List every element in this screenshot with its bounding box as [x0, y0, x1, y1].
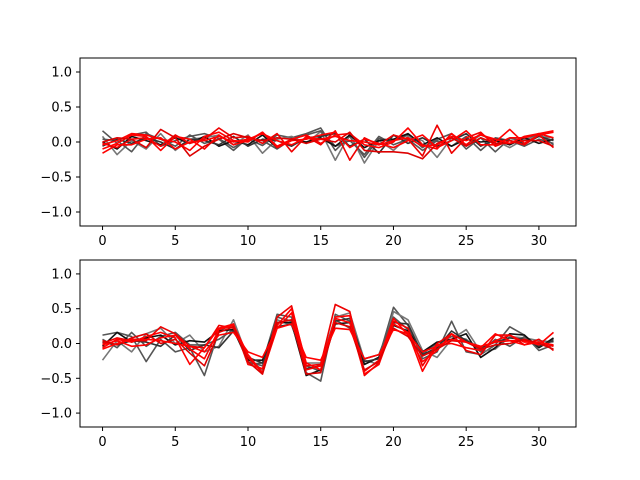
x-tick-label: 0 [98, 435, 106, 450]
series-group [101, 303, 555, 382]
y-tick-label: 0.5 [51, 302, 72, 317]
x-tick-label: 5 [171, 435, 179, 450]
x-tick-label: 15 [312, 234, 329, 249]
y-tick-label: −0.5 [40, 171, 72, 186]
x-tick-label: 0 [98, 234, 106, 249]
x-tick-label: 30 [531, 234, 548, 249]
series-line-8 [102, 128, 554, 160]
x-tick-label: 10 [240, 234, 257, 249]
y-tick-label: −0.5 [40, 372, 72, 387]
y-tick-label: −1.0 [40, 407, 72, 422]
y-tick-label: 0.5 [51, 101, 72, 116]
x-tick-label: 25 [458, 435, 475, 450]
x-tick-label: 25 [458, 234, 475, 249]
y-tick-label: −1.0 [40, 206, 72, 221]
x-tick-label: 15 [312, 435, 329, 450]
y-tick-label: 0.0 [51, 337, 72, 352]
bottom-chart: 0 5 10 15 20 25 30 −1.0 −0.5 0.0 0.5 1.0 [40, 259, 577, 450]
series-group [101, 124, 555, 164]
x-tick-label: 10 [240, 435, 257, 450]
y-tick-label: 1.0 [51, 267, 72, 282]
y-tick-label: 0.0 [51, 136, 72, 151]
x-tick-label: 20 [385, 435, 402, 450]
x-tick-label: 30 [531, 435, 548, 450]
series-line-7 [102, 130, 554, 152]
y-tick-label: 1.0 [51, 66, 72, 81]
series-line-8 [102, 318, 554, 375]
series-line-9 [102, 130, 554, 154]
x-tick-label: 5 [171, 234, 179, 249]
top-chart: 0 5 10 15 20 25 30 −1.0 −0.5 0.0 0.5 1.0 [40, 57, 577, 249]
x-tick-label: 20 [385, 234, 402, 249]
series-line-7 [102, 312, 554, 375]
series-line-5 [102, 303, 554, 377]
series-line-9 [102, 323, 554, 362]
